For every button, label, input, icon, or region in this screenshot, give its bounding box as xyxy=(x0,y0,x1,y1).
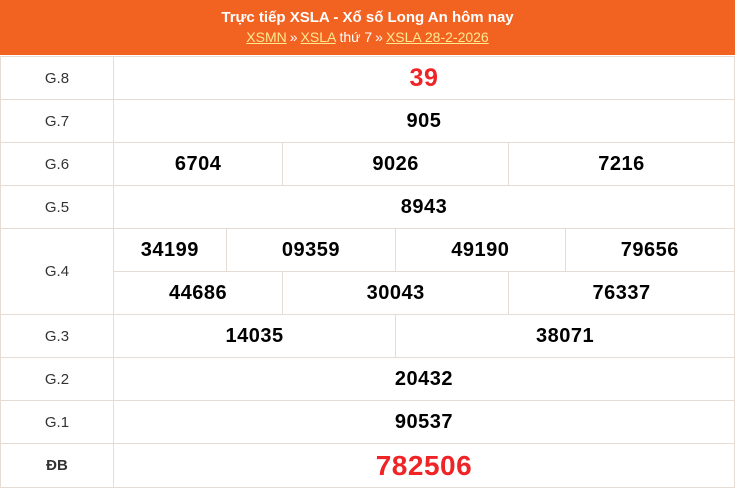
prize-value-g6-2: 9026 xyxy=(282,142,510,186)
table-row-g5: G.5 8943 xyxy=(0,185,735,229)
prize-value-g4-4: 79656 xyxy=(564,228,735,272)
table-row-g7: G.7 905 xyxy=(0,99,735,143)
prize-value-g6-1: 6704 xyxy=(112,142,284,186)
page-title: Trực tiếp XSLA - Xổ số Long An hôm nay xyxy=(221,9,514,27)
prize-label-g6: G.6 xyxy=(0,142,114,186)
prize-value-g6-3: 7216 xyxy=(508,142,735,186)
prize-label-g3: G.3 xyxy=(0,314,114,358)
prize-value-g3-2: 38071 xyxy=(395,314,735,358)
breadcrumb-link-date[interactable]: XSLA 28-2-2026 xyxy=(385,29,489,46)
prize-label-g4: G.4 xyxy=(0,228,114,315)
prize-label-g7: G.7 xyxy=(0,99,114,143)
table-row-g6: G.6 6704 9026 7216 xyxy=(0,142,735,186)
table-row-g4-line2: 44686 30043 76337 xyxy=(1,271,735,315)
breadcrumb-separator: » xyxy=(375,29,383,46)
prize-value-g4-6: 30043 xyxy=(282,271,510,315)
prize-value-g4-2: 09359 xyxy=(225,228,397,272)
prize-label-g5: G.5 xyxy=(0,185,114,229)
page-header: Trực tiếp XSLA - Xổ số Long An hôm nay X… xyxy=(0,0,735,55)
prize-label-db: ĐB xyxy=(0,443,114,488)
prize-value-g7: 905 xyxy=(112,99,735,143)
prize-value-g4-3: 49190 xyxy=(395,228,566,272)
breadcrumb: XSMN» XSLA thứ 7» XSLA 28-2-2026 xyxy=(246,29,488,46)
breadcrumb-link-xsla[interactable]: XSLA xyxy=(300,29,336,46)
prize-value-g4-5: 44686 xyxy=(112,271,284,315)
table-row-g1: G.1 90537 xyxy=(0,400,735,444)
table-row-g3: G.3 14035 38071 xyxy=(0,314,735,358)
breadcrumb-link-xsmn[interactable]: XSMN xyxy=(246,29,287,46)
prize-value-g5: 8943 xyxy=(112,185,735,229)
table-row-g4-line1: G.4 34199 09359 49190 79656 xyxy=(0,228,735,315)
prize-value-g8: 39 xyxy=(112,56,735,100)
prize-value-g2: 20432 xyxy=(112,357,735,401)
prize-value-g4-1: 34199 xyxy=(112,228,227,272)
prize-value-g4-7: 76337 xyxy=(508,271,735,315)
prize-value-db: 782506 xyxy=(112,443,735,488)
prize-label-g1: G.1 xyxy=(0,400,114,444)
breadcrumb-separator: » xyxy=(289,29,298,46)
prize-label-g8: G.8 xyxy=(0,56,114,100)
prize-label-g2: G.2 xyxy=(0,357,114,401)
prize-value-g1: 90537 xyxy=(112,400,735,444)
results-table: G.8 39 G.7 905 G.6 6704 9026 7216 G.5 89… xyxy=(0,56,735,488)
table-row-db: ĐB 782506 xyxy=(0,443,735,488)
table-row-g8: G.8 39 xyxy=(0,56,735,100)
prize-value-g3-1: 14035 xyxy=(112,314,397,358)
breadcrumb-text-weekday: thứ 7 xyxy=(339,29,373,46)
table-row-g2: G.2 20432 xyxy=(0,357,735,401)
